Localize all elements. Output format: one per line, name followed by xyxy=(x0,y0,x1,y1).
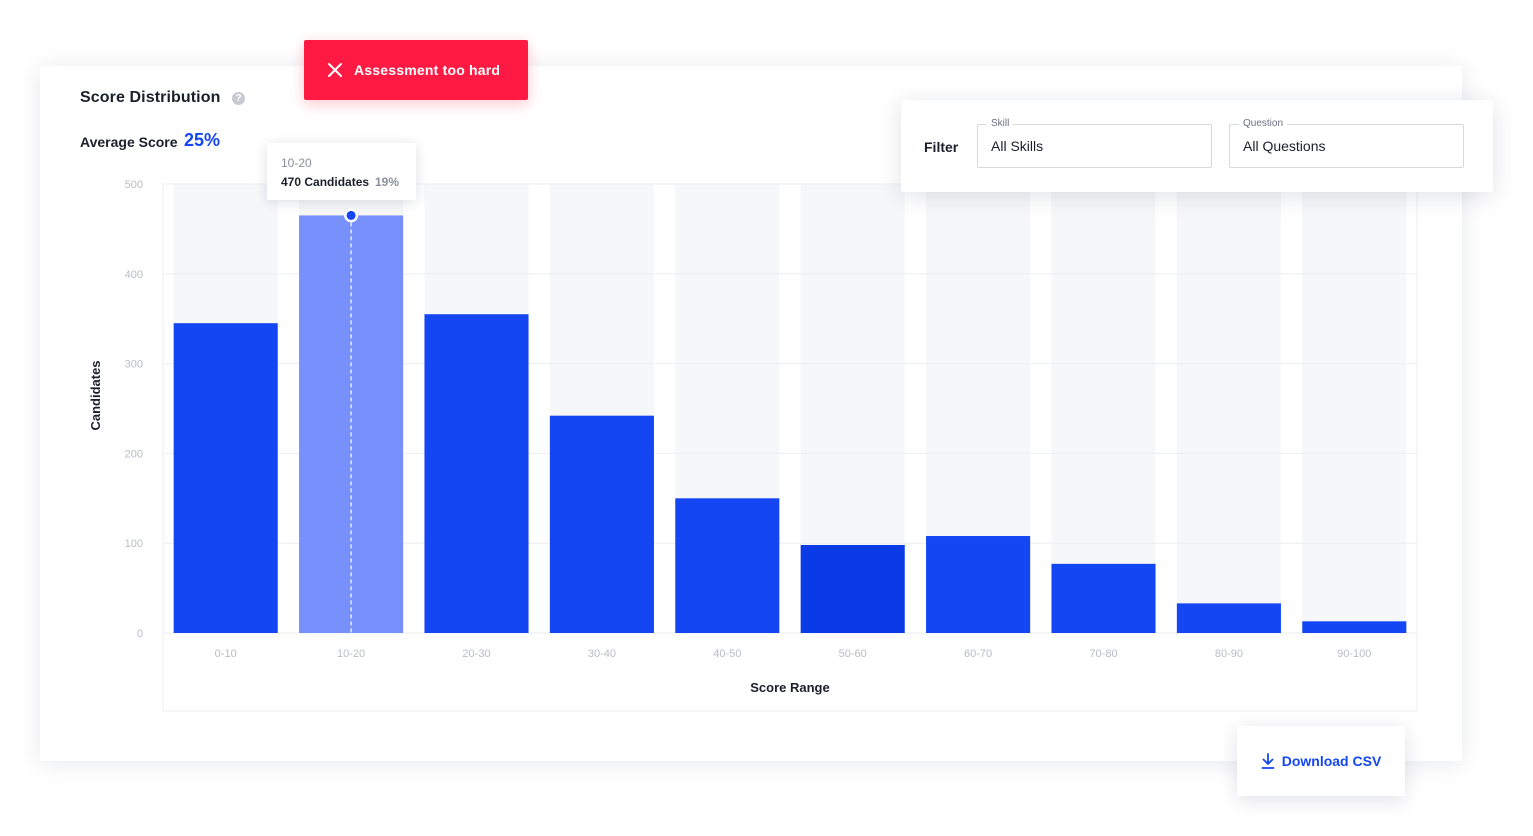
bar-background xyxy=(1176,184,1281,633)
download-csv-button[interactable]: Download CSV xyxy=(1237,726,1405,796)
bar-40-50 xyxy=(675,498,780,633)
tooltip-percent: 19% xyxy=(375,175,400,189)
filter-panel: Filter Skill All Skills Question All Que… xyxy=(901,100,1493,192)
y-axis-title: Candidates xyxy=(88,360,103,430)
average-score-value: 25% xyxy=(184,130,221,150)
x-tick-label: 0-10 xyxy=(215,648,237,660)
y-tick-label: 300 xyxy=(125,359,143,371)
help-icon[interactable]: ? xyxy=(232,92,245,105)
skill-value: All Skills xyxy=(991,138,1044,154)
question-value: All Questions xyxy=(1243,138,1326,154)
skill-legend: Skill xyxy=(987,118,1014,129)
bar-20-30 xyxy=(424,314,529,633)
x-tick-label: 50-60 xyxy=(839,648,867,660)
bar-50-60 xyxy=(800,544,905,633)
bar-60-70 xyxy=(926,536,1031,633)
y-tick-label: 200 xyxy=(125,448,143,460)
y-tick-label: 500 xyxy=(125,179,143,191)
x-tick-label: 20-30 xyxy=(462,648,490,660)
tooltip-count: 470 Candidates xyxy=(281,175,370,189)
question-legend: Question xyxy=(1239,118,1288,129)
bar-70-80 xyxy=(1051,563,1156,633)
x-tick-label: 10-20 xyxy=(337,648,365,660)
download-icon xyxy=(1261,753,1275,769)
filter-label: Filter xyxy=(924,139,959,155)
bar-80-90 xyxy=(1176,603,1281,633)
card-title: Score Distribution xyxy=(80,89,221,106)
download-csv-label: Download CSV xyxy=(1281,753,1382,769)
bar-10-20 xyxy=(299,215,404,633)
x-tick-label: 30-40 xyxy=(588,648,616,660)
bar-90-100 xyxy=(1302,621,1407,633)
x-tick-label: 60-70 xyxy=(964,648,992,660)
bar-30-40 xyxy=(549,415,654,633)
close-icon[interactable] xyxy=(326,61,344,79)
assessment-alert[interactable]: Assessment too hard xyxy=(304,40,528,100)
bar-background xyxy=(1051,184,1156,633)
x-tick-label: 40-50 xyxy=(713,648,741,660)
hover-point xyxy=(346,210,356,220)
x-tick-label: 80-90 xyxy=(1215,648,1243,660)
y-tick-label: 400 xyxy=(125,269,143,281)
x-tick-label: 70-80 xyxy=(1089,648,1117,660)
y-tick-label: 100 xyxy=(125,538,143,550)
average-score-label: Average Score xyxy=(80,134,178,150)
bar-0-10 xyxy=(173,323,278,633)
question-select[interactable]: Question All Questions xyxy=(1229,118,1464,168)
y-tick-label: 0 xyxy=(137,628,143,640)
x-tick-label: 90-100 xyxy=(1337,648,1371,660)
skill-select[interactable]: Skill All Skills xyxy=(977,118,1212,168)
x-axis-title: Score Range xyxy=(750,680,829,695)
alert-label: Assessment too hard xyxy=(354,62,501,78)
bar-background xyxy=(1302,184,1407,633)
tooltip-range: 10-20 xyxy=(281,156,312,170)
bar-tooltip: 10-20 470 Candidates 19% xyxy=(267,143,416,200)
